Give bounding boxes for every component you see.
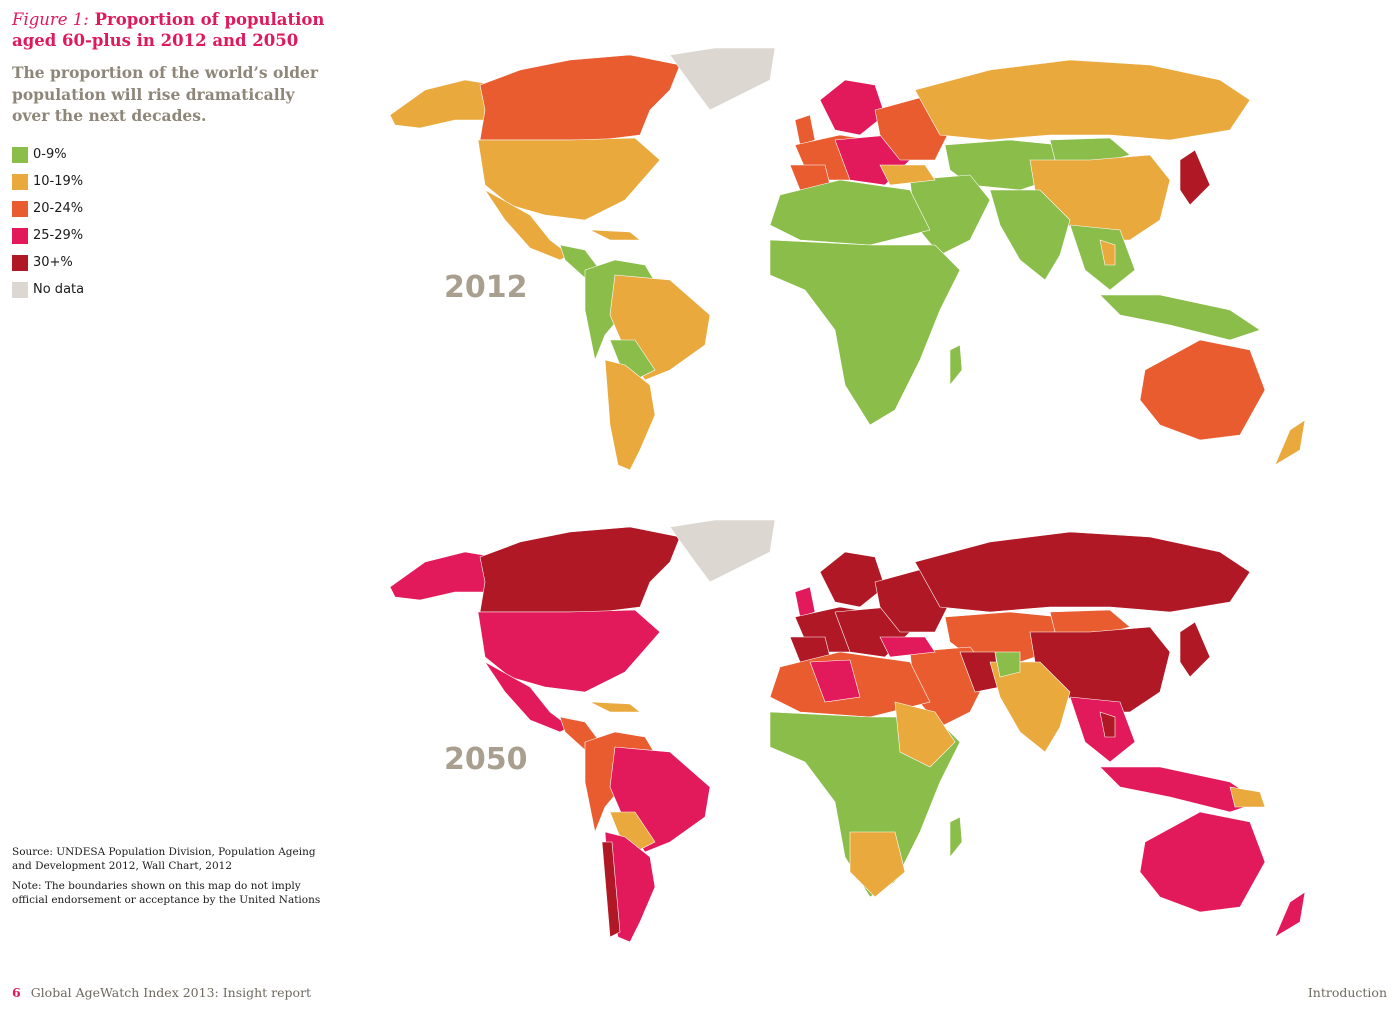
region-russia — [914, 531, 1251, 613]
source-note: Source: UNDESA Population Division, Popu… — [12, 846, 316, 872]
legend-label: 20-24% — [33, 201, 84, 216]
region-australia — [1139, 339, 1266, 441]
world-map-2050 — [389, 519, 1306, 943]
legend-swatch — [12, 173, 28, 190]
region-southern-africa — [849, 831, 906, 898]
region-new-zealand — [1274, 419, 1306, 466]
figure-label: Figure 1: — [12, 10, 89, 29]
region-uk — [794, 586, 816, 618]
region-sub-saharan-africa — [769, 239, 961, 426]
map-year-label-2050: 2050 — [444, 742, 528, 777]
region-bolivia-paraguay — [609, 339, 656, 381]
figure-title-text: Proportion of population aged 60-plus in… — [12, 10, 325, 50]
map-legend: 0-9% 10-19% 20-24% 25-29% 30+% No data — [12, 141, 84, 303]
region-south-asia — [989, 189, 1071, 281]
region-thailand — [1099, 239, 1116, 266]
publication-title: Global AgeWatch Index 2013: Insight repo… — [30, 985, 312, 1000]
region-north-africa — [769, 179, 931, 246]
legend-item-0-9: 0-9% — [12, 141, 84, 168]
region-korea-japan — [1179, 621, 1211, 678]
footer-left: 6 Global AgeWatch Index 2013: Insight re… — [12, 985, 311, 1000]
region-alaska — [389, 551, 496, 601]
region-caribbean — [589, 701, 641, 713]
figure-title: Figure 1: Proportion of population aged … — [12, 9, 332, 51]
legend-item-10-19: 10-19% — [12, 168, 84, 195]
legend-label: 30+% — [33, 255, 73, 270]
legend-swatch — [12, 281, 28, 298]
region-south-asia — [989, 661, 1071, 753]
region-uk — [794, 114, 816, 146]
legend-item-20-24: 20-24% — [12, 195, 84, 222]
region-australia — [1139, 811, 1266, 913]
region-turkey — [879, 164, 936, 186]
region-southern-cone — [604, 359, 656, 471]
page-number: 6 — [12, 985, 21, 1000]
legend-swatch — [12, 200, 28, 217]
region-usa — [477, 137, 661, 221]
boundary-note: Note: The boundaries shown on this map d… — [12, 880, 321, 906]
region-algeria — [809, 659, 861, 703]
region-indonesia — [1099, 294, 1261, 341]
legend-item-no-data: No data — [12, 276, 84, 303]
region-greenland — [669, 47, 776, 111]
region-caribbean — [589, 229, 641, 241]
legend-item-25-29: 25-29% — [12, 222, 84, 249]
region-russia — [914, 59, 1251, 141]
legend-label: 25-29% — [33, 228, 84, 243]
region-canada — [479, 526, 681, 613]
legend-label: 0-9% — [33, 147, 67, 162]
region-chile — [601, 841, 621, 938]
legend-swatch — [12, 146, 28, 163]
region-alaska — [389, 79, 496, 129]
region-scandinavia — [819, 79, 886, 136]
legend-swatch — [12, 254, 28, 271]
legend-label: No data — [33, 282, 85, 297]
legend-label: 10-19% — [33, 174, 84, 189]
region-afghanistan — [994, 651, 1021, 678]
region-turkey — [879, 636, 936, 658]
region-greenland — [669, 519, 776, 583]
legend-swatch — [12, 227, 28, 244]
region-papua — [1229, 786, 1266, 808]
region-east-africa — [894, 701, 956, 768]
region-madagascar — [949, 816, 963, 858]
map-year-label-2012: 2012 — [444, 270, 528, 305]
region-usa — [477, 609, 661, 693]
region-korea-japan — [1179, 149, 1211, 206]
region-southeast-asia — [1069, 696, 1136, 763]
region-canada — [479, 54, 681, 141]
region-madagascar — [949, 344, 963, 386]
legend-item-30-plus: 30+% — [12, 249, 84, 276]
section-name: Introduction — [1307, 985, 1387, 1000]
region-new-zealand — [1274, 891, 1306, 938]
region-bolivia-paraguay — [609, 811, 656, 853]
world-map-2012 — [389, 47, 1306, 471]
region-scandinavia — [819, 551, 886, 608]
region-thailand — [1099, 711, 1116, 738]
figure-subtitle: The proportion of the world’s older popu… — [12, 63, 319, 125]
region-southeast-asia — [1069, 224, 1136, 291]
